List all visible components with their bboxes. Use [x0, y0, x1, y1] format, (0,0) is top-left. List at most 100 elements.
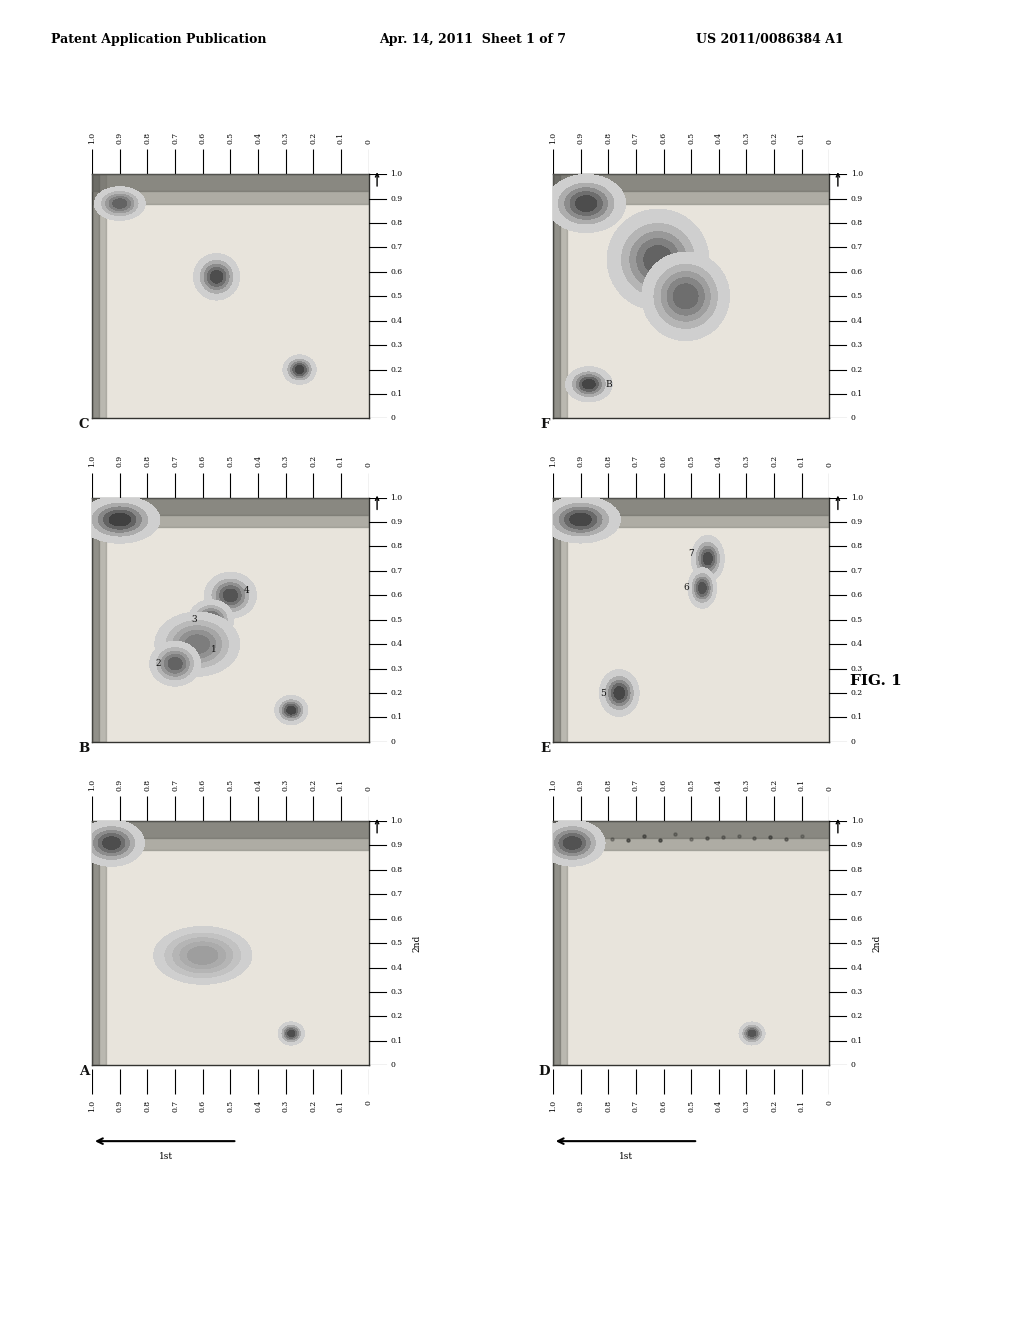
Text: 0.6: 0.6 [659, 455, 668, 467]
Text: 1.0: 1.0 [549, 779, 557, 791]
Bar [92, 498, 369, 527]
Text: 1.0: 1.0 [390, 494, 402, 502]
Text: 0.6: 0.6 [659, 132, 668, 144]
Text: 0.7: 0.7 [171, 779, 179, 791]
Text: 0.4: 0.4 [254, 1100, 262, 1111]
Text: 0.4: 0.4 [715, 779, 723, 791]
Text: 0.5: 0.5 [226, 132, 234, 144]
Bar [92, 821, 106, 1065]
Text: FIG. 1: FIG. 1 [850, 673, 902, 688]
Text: 0.9: 0.9 [851, 517, 863, 527]
Text: 0.3: 0.3 [742, 1100, 751, 1111]
Text: 0.7: 0.7 [851, 566, 863, 576]
Text: 0.3: 0.3 [282, 1100, 290, 1111]
Text: 1st: 1st [159, 1152, 173, 1162]
Bar [553, 498, 560, 742]
Text: Apr. 14, 2011  Sheet 1 of 7: Apr. 14, 2011 Sheet 1 of 7 [379, 33, 566, 46]
Text: 0.4: 0.4 [390, 640, 402, 648]
Text: 0.5: 0.5 [687, 132, 695, 144]
Text: 0.6: 0.6 [851, 268, 863, 276]
Point [762, 826, 778, 847]
Bar [553, 174, 560, 418]
Point [588, 825, 604, 846]
Text: 0.3: 0.3 [851, 987, 863, 997]
Text: 0.4: 0.4 [390, 964, 402, 972]
Text: 0.2: 0.2 [851, 689, 863, 697]
Text: 0.3: 0.3 [742, 779, 751, 791]
Text: 0.7: 0.7 [171, 132, 179, 144]
Text: 0.4: 0.4 [715, 1100, 723, 1111]
Text: 0.2: 0.2 [309, 1100, 317, 1111]
Text: 0.9: 0.9 [577, 1100, 585, 1111]
Text: 0.9: 0.9 [116, 132, 124, 144]
Text: 1.0: 1.0 [851, 494, 863, 502]
Bar [92, 174, 106, 418]
Text: 0: 0 [825, 462, 834, 467]
Text: 0.1: 0.1 [851, 713, 863, 722]
Text: 0.7: 0.7 [390, 566, 402, 576]
Text: 0.2: 0.2 [851, 366, 863, 374]
Text: 2: 2 [156, 659, 162, 668]
Text: 0.4: 0.4 [254, 779, 262, 791]
Text: 0.6: 0.6 [659, 779, 668, 791]
Text: 0.6: 0.6 [390, 268, 402, 276]
Text: 0.9: 0.9 [116, 455, 124, 467]
Text: 1.0: 1.0 [390, 170, 402, 178]
Text: 5: 5 [600, 689, 606, 697]
Point [715, 826, 731, 847]
Text: 0.2: 0.2 [770, 455, 778, 467]
Text: 0.8: 0.8 [143, 132, 152, 144]
Text: 0.7: 0.7 [632, 132, 640, 144]
Text: 0.3: 0.3 [742, 455, 751, 467]
Text: 0.5: 0.5 [226, 779, 234, 791]
Text: 1.0: 1.0 [549, 1100, 557, 1111]
Text: 0.2: 0.2 [390, 1012, 402, 1020]
Text: 0.7: 0.7 [390, 890, 402, 899]
Text: 0: 0 [365, 139, 373, 144]
Text: 0: 0 [365, 785, 373, 791]
Text: 0.8: 0.8 [604, 132, 612, 144]
Text: 0.4: 0.4 [851, 964, 863, 972]
Text: 0.1: 0.1 [798, 132, 806, 144]
Text: 0: 0 [851, 414, 856, 422]
Text: 0.7: 0.7 [171, 1100, 179, 1111]
Text: 0.1: 0.1 [851, 389, 863, 399]
Text: 0.5: 0.5 [226, 1100, 234, 1111]
Bar [553, 821, 560, 1065]
Text: 0.7: 0.7 [632, 455, 640, 467]
Text: 0.1: 0.1 [337, 779, 345, 791]
Text: 0.8: 0.8 [143, 779, 152, 791]
Text: 0.8: 0.8 [604, 779, 612, 791]
Bar [92, 174, 369, 203]
Text: 0.2: 0.2 [770, 779, 778, 791]
Bar [553, 174, 567, 418]
Text: 4: 4 [245, 586, 250, 595]
Text: 0.2: 0.2 [770, 1100, 778, 1111]
Point [778, 829, 795, 850]
Text: 0: 0 [365, 462, 373, 467]
Bar [92, 498, 369, 515]
Bar [553, 821, 829, 838]
Text: 1.0: 1.0 [851, 170, 863, 178]
Bar [92, 821, 369, 850]
Text: 0.5: 0.5 [390, 939, 402, 948]
Text: 0.1: 0.1 [390, 1036, 402, 1045]
Bar [553, 821, 829, 850]
Text: 1.0: 1.0 [88, 1100, 96, 1111]
Text: 0.4: 0.4 [254, 132, 262, 144]
Text: 0.7: 0.7 [632, 779, 640, 791]
Text: 0.8: 0.8 [604, 1100, 612, 1111]
Text: 0.9: 0.9 [577, 455, 585, 467]
Text: 0: 0 [390, 414, 395, 422]
Point [794, 826, 810, 847]
Text: 1.0: 1.0 [549, 455, 557, 467]
Text: 0.9: 0.9 [116, 779, 124, 791]
Text: 0.2: 0.2 [309, 455, 317, 467]
Text: 0.7: 0.7 [851, 890, 863, 899]
Text: 0.2: 0.2 [390, 689, 402, 697]
Text: 0.1: 0.1 [851, 1036, 863, 1045]
Text: 0.9: 0.9 [577, 779, 585, 791]
Point [572, 828, 589, 849]
Point [730, 825, 746, 846]
Text: 3: 3 [191, 615, 198, 624]
